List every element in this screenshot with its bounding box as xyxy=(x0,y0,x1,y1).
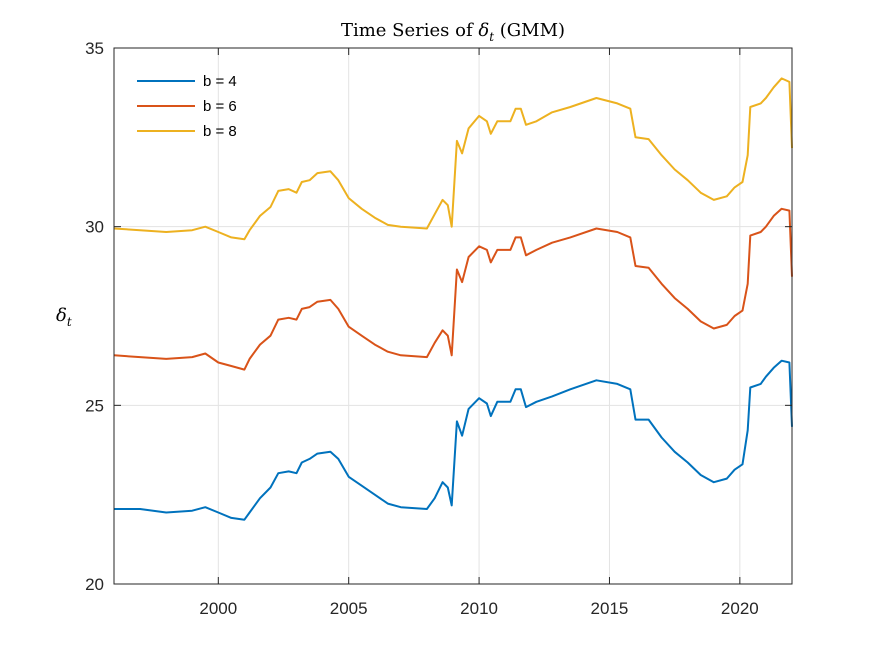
x-tick-label: 2010 xyxy=(460,599,498,618)
x-tick-label: 2000 xyxy=(199,599,237,618)
legend: b = 4 b = 6 b = 8 xyxy=(137,73,237,140)
series-lines xyxy=(113,77,793,521)
chart-title-prefix: Time Series of xyxy=(341,20,478,41)
y-axis-label-symbol: δ xyxy=(56,305,67,326)
y-tick-label: 35 xyxy=(85,39,104,58)
legend-label-b6: b = 6 xyxy=(203,98,237,115)
series-line-2 xyxy=(113,207,793,371)
legend-label-b8: b = 8 xyxy=(203,123,237,140)
chart-title-symbol: δ xyxy=(478,20,489,41)
chart-title: Time Series of δt (GMM) xyxy=(341,20,565,44)
series-line-3 xyxy=(113,77,793,241)
plot-border xyxy=(113,47,793,585)
y-tick-label: 25 xyxy=(85,396,104,415)
y-axis-label: δt xyxy=(56,305,72,329)
legend-label-b4: b = 4 xyxy=(203,73,237,90)
x-tick-label: 2005 xyxy=(330,599,368,618)
x-tick-label: 2015 xyxy=(591,599,629,618)
x-tick-label: 2020 xyxy=(721,599,759,618)
chart-title-suffix: (GMM) xyxy=(494,20,565,41)
y-tick-label: 20 xyxy=(85,575,104,594)
chart-title-subscript: t xyxy=(489,30,494,44)
y-tick-label: 30 xyxy=(85,218,104,237)
y-axis-label-subscript: t xyxy=(67,315,72,329)
series-line-1 xyxy=(114,359,793,521)
